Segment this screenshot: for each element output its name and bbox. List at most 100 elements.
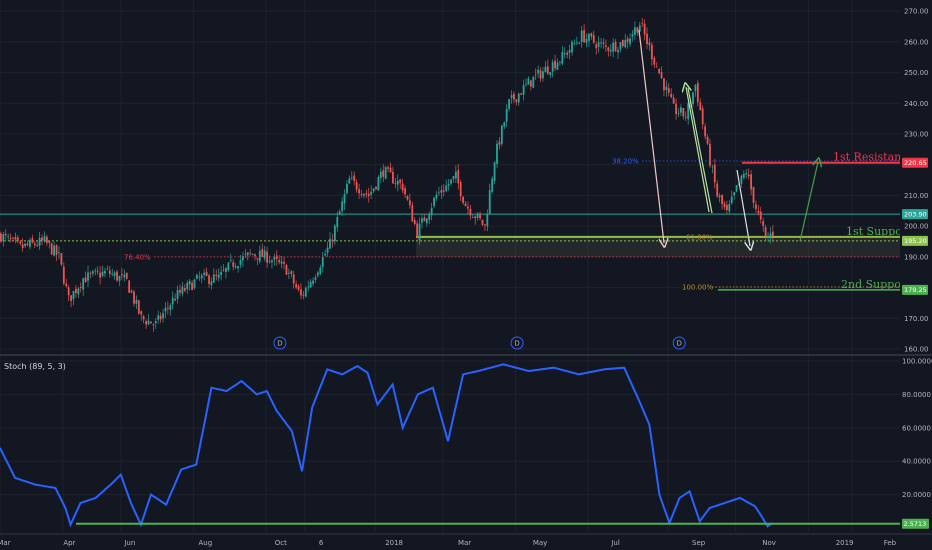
arrow-down-1 — [638, 29, 664, 243]
candle-body — [208, 275, 210, 284]
candle-body — [745, 173, 748, 175]
candle-body — [14, 236, 17, 240]
price-pill: 179.25 — [902, 284, 928, 295]
candle-body — [203, 272, 206, 276]
candle-body — [747, 174, 750, 177]
candle-body — [113, 272, 116, 276]
candle-body — [220, 271, 223, 275]
candle-body — [459, 182, 462, 197]
candle-body — [58, 252, 60, 254]
time-tick-label: 6 — [319, 539, 324, 547]
candle-body — [769, 233, 772, 238]
candle-body — [421, 218, 423, 223]
candle-body — [104, 271, 106, 274]
candle-body — [742, 173, 745, 178]
candle-body — [752, 187, 755, 203]
candle-body — [578, 43, 581, 44]
candle-body — [471, 217, 474, 218]
candle-body — [237, 266, 239, 269]
candle-body — [217, 274, 220, 278]
dividend-marker[interactable]: D — [672, 336, 686, 350]
price-tick-label: 230.00 — [904, 131, 929, 139]
candle-body — [246, 252, 249, 256]
candle-body — [568, 50, 571, 53]
candle-body — [529, 80, 532, 87]
candle-body — [36, 244, 39, 246]
candle-body — [428, 213, 431, 220]
candle-body — [171, 297, 174, 305]
candle-body — [559, 61, 561, 63]
candle-body — [726, 204, 728, 211]
candle-body — [435, 194, 438, 199]
price-tick-label: 170.00 — [904, 315, 929, 323]
candle-body — [677, 113, 680, 115]
candle-body — [365, 193, 368, 195]
candle-body — [26, 243, 29, 246]
candle-body — [454, 171, 457, 179]
candle-body — [375, 186, 377, 189]
time-tick-label: Jul — [610, 539, 620, 547]
candle-body — [575, 42, 578, 44]
candle-body — [474, 216, 477, 219]
candle-body — [687, 103, 690, 120]
candle-body — [379, 171, 382, 178]
candle-body — [675, 103, 677, 114]
candle-body — [532, 76, 535, 88]
candle-body — [655, 66, 658, 68]
candle-body — [162, 313, 164, 319]
candle-body — [491, 178, 494, 192]
candle-body — [438, 192, 440, 194]
candle-body — [643, 23, 646, 35]
candle-body — [733, 192, 736, 196]
dividend-marker-label: D — [677, 340, 682, 348]
candle-body — [261, 248, 264, 258]
candle-body — [607, 47, 610, 51]
candle-body — [534, 74, 537, 76]
candle-body — [442, 190, 445, 192]
candle-body — [38, 237, 41, 246]
candle-body — [239, 259, 242, 265]
candle-body — [331, 239, 334, 242]
candle-body — [425, 218, 428, 224]
candle-body — [508, 98, 510, 109]
candle-body — [646, 33, 648, 45]
candle-body — [728, 204, 731, 212]
candle-body — [605, 45, 607, 47]
dividend-marker[interactable]: D — [273, 336, 287, 350]
candle-body — [212, 274, 215, 283]
candle-body — [164, 307, 167, 312]
candle-body — [321, 257, 324, 268]
stochastic-pane: Stoch (89, 5, 3) 100.0000 80.0000 60.0000 4… — [0, 357, 932, 532]
annotation-2: 2nd Support — [841, 278, 911, 291]
time-tick-label: Nov — [762, 539, 776, 547]
candle-body — [542, 71, 544, 79]
price-tick-label: 260.00 — [904, 38, 929, 46]
dividend-marker-label: D — [277, 340, 282, 348]
candle-body — [399, 179, 402, 183]
candle-body — [215, 274, 218, 277]
candle-body — [275, 255, 278, 260]
candle-body — [268, 260, 271, 262]
candle-body — [392, 171, 394, 184]
candle-body — [77, 288, 80, 295]
candle-body — [457, 170, 460, 184]
price-pill-label: 220.65 — [904, 159, 927, 167]
candle-body — [624, 40, 627, 48]
candle-body — [680, 107, 682, 113]
candle-body — [121, 274, 123, 276]
candle-body — [503, 122, 506, 127]
price-tick-label: 210.00 — [904, 192, 929, 200]
candle-body — [612, 42, 615, 52]
candle-body — [561, 51, 564, 64]
candle-body — [377, 177, 380, 191]
price-axis[interactable]: 270.00260.00250.00240.00230.00220.00210.… — [900, 0, 932, 355]
candle-body — [0, 233, 2, 242]
time-axis[interactable]: Mar Apr Jun Aug Oct 6 2018 Mar May Jul Sep Nov 2019 F… — [0, 533, 932, 550]
dividend-marker[interactable]: D — [510, 336, 524, 350]
candle-body — [684, 116, 687, 118]
candle-body — [367, 193, 370, 197]
candle-body — [75, 288, 77, 293]
candle-body — [29, 240, 31, 248]
